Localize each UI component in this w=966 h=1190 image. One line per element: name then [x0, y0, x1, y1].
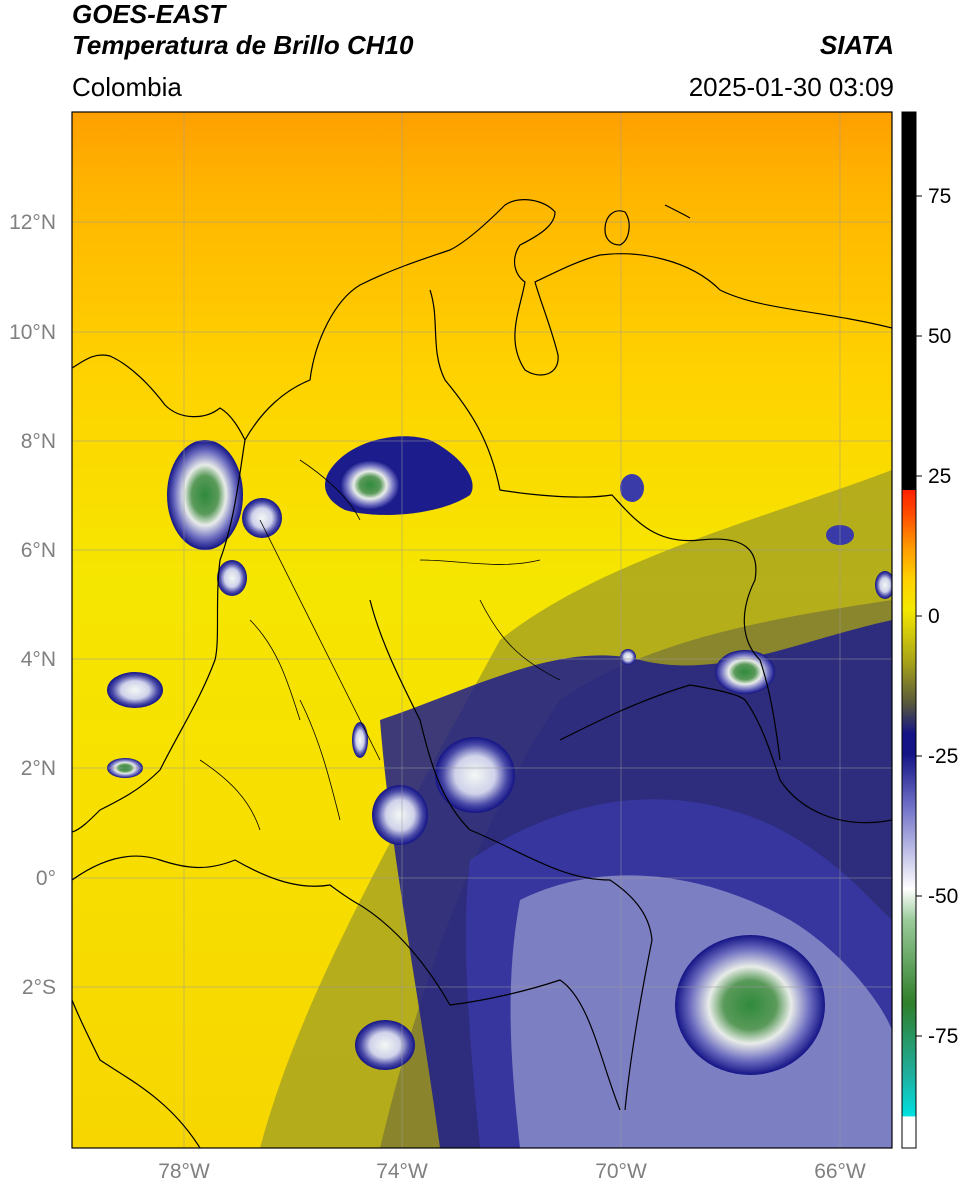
lat-label-2s: 2°S — [22, 976, 56, 999]
coastline-guajira — [604, 210, 630, 246]
colorbar — [901, 111, 917, 1149]
coastline-ecuador — [72, 999, 201, 1148]
lat-label-8n: 8°N — [21, 430, 56, 453]
region-label: Colombia — [72, 72, 182, 102]
lat-axis: 12°N 10°N 8°N 6°N 4°N 2°N 0° 2°S — [9, 211, 56, 999]
lat-label-6n: 6°N — [21, 539, 56, 562]
cloud-field — [107, 436, 892, 1148]
border-colombia-ecuador — [72, 855, 361, 906]
border-colombia-brazil — [369, 599, 653, 1111]
title-product: Temperatura de Brillo CH10 — [72, 30, 414, 60]
title-satellite: GOES-EAST — [72, 0, 226, 29]
colorbar-tick-label: -75 — [928, 1025, 958, 1048]
timestamp: 2025-01-30 03:09 — [688, 72, 894, 102]
coastline-pacific — [72, 439, 246, 833]
lat-label-0: 0° — [36, 867, 56, 890]
border-venezuela-brazil — [559, 684, 892, 824]
border-colombia-venezuela — [429, 289, 781, 761]
lat-label-2n: 2°N — [21, 757, 56, 780]
lon-label-70w: 70°W — [595, 1160, 647, 1183]
lon-label-74w: 74°W — [376, 1160, 428, 1183]
graticule — [72, 112, 892, 1148]
colorbar-tick-label: 75 — [928, 185, 951, 208]
lon-label-78w: 78°W — [158, 1160, 210, 1183]
lat-label-12n: 12°N — [9, 211, 56, 234]
map-frame — [71, 111, 893, 1149]
department-borders — [199, 459, 561, 831]
lat-label-10n: 10°N — [9, 321, 56, 344]
lon-axis: 78°W 74°W 70°W 66°W — [158, 1160, 866, 1183]
colorbar-tick-label: 50 — [928, 325, 951, 348]
island-1 — [664, 204, 691, 219]
coastline-panama — [72, 354, 246, 441]
colorbar-tick-label: 25 — [928, 465, 951, 488]
lat-label-4n: 4°N — [21, 648, 56, 671]
coastline-caribbean — [244, 199, 892, 441]
organization-label: SIATA — [819, 30, 894, 60]
lon-label-66w: 66°W — [814, 1160, 866, 1183]
colorbar-tick-label: 0 — [928, 605, 940, 628]
colorbar-tick-label: -50 — [928, 885, 958, 908]
colorbar-tick-label: -25 — [928, 745, 958, 768]
colorbar-ticks: 75 50 25 0 -25 -50 -75 — [916, 185, 958, 1048]
boundaries — [72, 199, 892, 1148]
border-colombia-peru — [359, 904, 621, 1111]
